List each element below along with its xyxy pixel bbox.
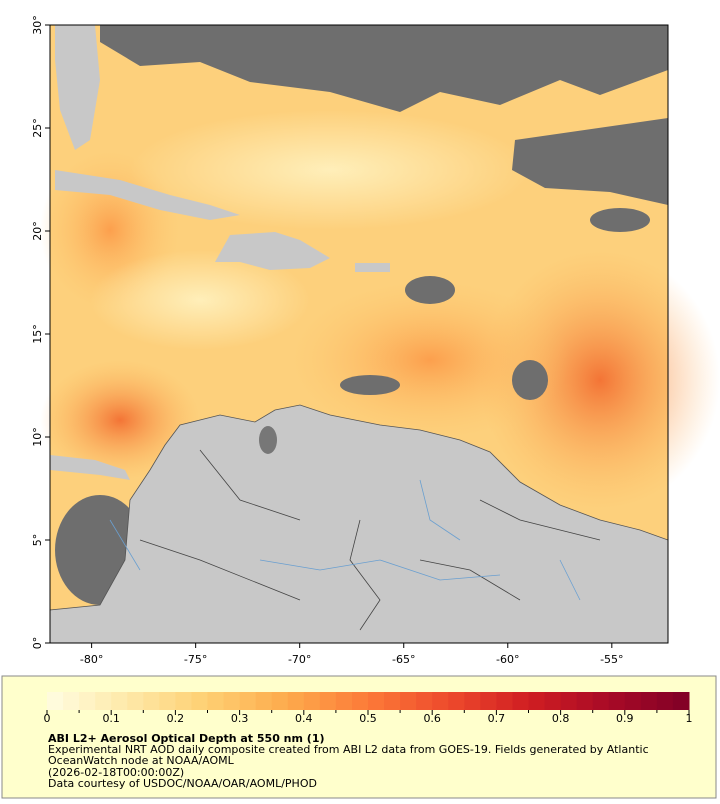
y-tick-label: 0° <box>31 637 44 650</box>
border <box>139 449 601 631</box>
aod-low <box>90 250 310 350</box>
lake-maracaibo <box>259 426 277 454</box>
colorbar-tick-label: 0.2 <box>167 712 185 725</box>
colorbar-step <box>496 692 513 710</box>
colorbar-step <box>432 692 449 710</box>
colorbar-step <box>127 692 144 710</box>
colorbar-step <box>191 692 208 710</box>
cloud-mask <box>340 375 400 395</box>
y-tick-label: 20° <box>31 221 44 241</box>
colorbar-step <box>640 692 658 710</box>
colorbar-step <box>223 692 241 710</box>
cloud-mask <box>512 118 668 205</box>
land <box>50 455 130 480</box>
colorbar-step <box>303 692 321 710</box>
map-area <box>40 24 720 644</box>
colorbar-step <box>512 692 529 710</box>
y-tick-label: 30° <box>31 15 44 35</box>
colorbar-tick-label: 0.3 <box>231 712 249 725</box>
colorbar-tick-label: 1 <box>686 712 693 725</box>
y-tick-label: 5° <box>31 534 44 547</box>
aod-mid <box>290 280 570 440</box>
colorbar-tick-label: 0.6 <box>423 712 441 725</box>
colorbar-step <box>287 692 305 710</box>
colorbar-step <box>271 692 289 710</box>
colorbar-step <box>95 692 112 710</box>
colorbar-step <box>79 692 96 710</box>
colorbar-step <box>544 692 562 710</box>
legend-time: (2026-02-18T00:00:00Z) <box>48 766 184 779</box>
colorbar-step <box>416 692 433 710</box>
aod-high <box>40 360 200 480</box>
colorbar-step <box>624 692 642 710</box>
colorbar-step <box>464 692 481 710</box>
colorbar-tick-label: 0.4 <box>295 712 313 725</box>
colorbar-step <box>448 692 465 710</box>
colorbar-tick-label: 0 <box>44 712 51 725</box>
y-tick-label: 10° <box>31 427 44 447</box>
colorbar-step <box>255 692 273 710</box>
colorbar-step <box>400 692 417 710</box>
legend-title: ABI L2+ Aerosol Optical Depth at 550 nm … <box>48 732 325 745</box>
colorbar-step <box>656 692 674 710</box>
cloud-mask <box>405 276 455 304</box>
colorbar-step <box>368 692 385 710</box>
x-tick-label: -60° <box>496 653 519 666</box>
x-tick-label: -65° <box>392 653 415 666</box>
colorbar-step <box>528 692 546 710</box>
colorbar-step <box>384 692 401 710</box>
colorbar-step <box>576 692 594 710</box>
x-tick-label: -75° <box>184 653 207 666</box>
colorbar-step <box>143 692 160 710</box>
x-tick-label: -80° <box>80 653 103 666</box>
colorbar-step <box>480 692 497 710</box>
colorbar-tick-label: 0.5 <box>359 712 377 725</box>
colorbar-tick-label: 0.1 <box>102 712 120 725</box>
colorbar-step <box>672 692 690 710</box>
aod-low <box>130 110 530 230</box>
colorbar-step <box>351 692 369 710</box>
cloud-mask <box>100 25 668 112</box>
colorbar-step <box>207 692 225 710</box>
land <box>355 263 390 272</box>
colorbar-step <box>335 692 353 710</box>
colorbar-step <box>47 692 64 710</box>
x-tick-label: -55° <box>600 653 623 666</box>
colorbar-tick-label: 0.7 <box>488 712 506 725</box>
cloud-mask <box>512 360 548 400</box>
legend-description: Experimental NRT AOD daily composite cre… <box>48 743 649 756</box>
colorbar-step <box>608 692 626 710</box>
legend-credit: Data courtesy of USDOC/NOAA/OAR/AOML/PHO… <box>48 777 317 790</box>
legend-description: OceanWatch node at NOAA/AOML <box>48 754 235 767</box>
colorbar-tick-label: 0.8 <box>552 712 570 725</box>
colorbar-step <box>111 692 128 710</box>
colorbar-step <box>175 692 192 710</box>
colorbar-tick-label: 0.9 <box>616 712 634 725</box>
colorbar-step <box>159 692 176 710</box>
colorbar-step <box>63 692 80 710</box>
land <box>55 170 240 220</box>
colorbar-step <box>319 692 337 710</box>
land <box>55 25 100 150</box>
x-tick-label: -70° <box>288 653 311 666</box>
river <box>109 479 581 601</box>
colorbar-step <box>560 692 578 710</box>
colorbar-step <box>239 692 257 710</box>
cloud-mask <box>590 208 650 232</box>
y-tick-label: 25° <box>31 118 44 138</box>
land <box>215 232 330 270</box>
y-tick-label: 15° <box>31 324 44 344</box>
colorbar-step <box>592 692 610 710</box>
